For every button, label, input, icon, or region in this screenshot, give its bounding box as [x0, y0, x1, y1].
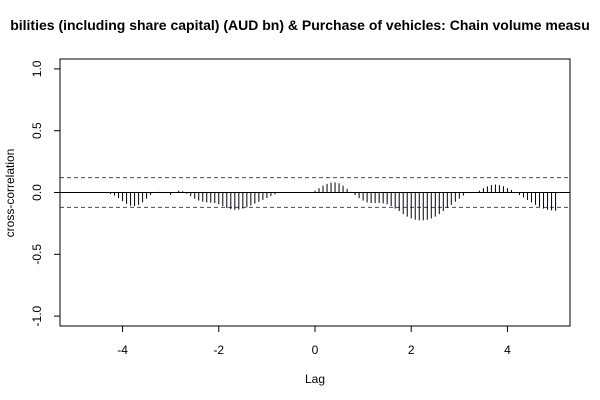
- y-tick-label: -1.0: [30, 305, 44, 326]
- y-tick-label: -0.5: [30, 244, 44, 265]
- y-tick-label: 1.0: [30, 60, 44, 77]
- x-tick-label: -4: [117, 343, 128, 357]
- y-tick-label: 0.0: [30, 184, 44, 201]
- chart-title: bilities (including share capital) (AUD …: [10, 17, 590, 33]
- y-tick-label: 0.5: [30, 122, 44, 139]
- y-axis-title: cross-correlation: [3, 149, 17, 238]
- x-axis-title: Lag: [305, 372, 325, 386]
- x-tick-label: 4: [504, 343, 511, 357]
- cross-correlation-bars: [73, 182, 557, 221]
- x-tick-label: -2: [213, 343, 224, 357]
- x-tick-label: 0: [312, 343, 319, 357]
- x-axis: -4 -2 0 2 4: [117, 325, 511, 357]
- y-axis: -1.0 -0.5 0.0 0.5 1.0: [30, 60, 61, 326]
- x-tick-label: 2: [408, 343, 415, 357]
